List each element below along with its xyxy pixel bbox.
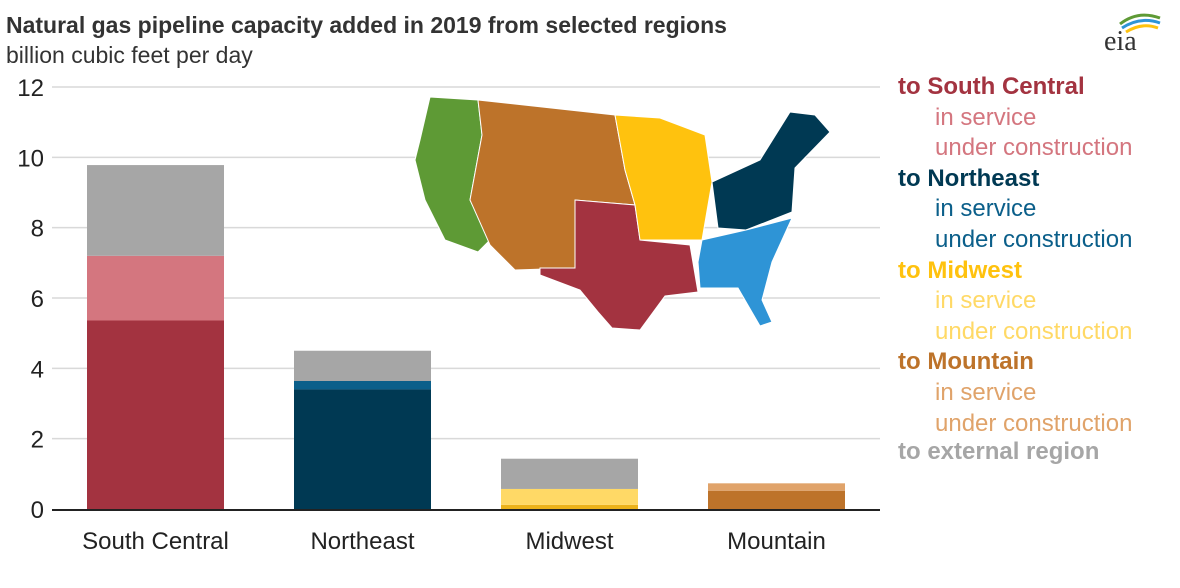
legend-item: under construction <box>935 225 1133 253</box>
y-tick-label: 2 <box>31 427 44 454</box>
bar-south-central-under-construction <box>87 255 224 321</box>
svg-text:eia: eia <box>1104 26 1137 55</box>
chart-subtitle: billion cubic feet per day <box>6 42 253 68</box>
bar-south-central-to-external-region <box>87 165 224 256</box>
legend-header: to Northeast <box>898 164 1040 192</box>
x-tick-label: Midwest <box>525 528 613 555</box>
legend-header: to South Central <box>898 73 1085 100</box>
y-tick-label: 6 <box>31 286 44 313</box>
bar-south-central-in-service <box>87 320 224 509</box>
x-tick-label: South Central <box>82 528 229 555</box>
legend-item: under construction <box>935 134 1133 162</box>
bar-midwest-in-service <box>501 504 638 509</box>
y-tick-label: 10 <box>17 145 44 172</box>
legend-header: to Midwest <box>898 256 1022 284</box>
bar-midwest-under-construction <box>501 488 638 505</box>
legend-item: in service <box>935 195 1037 223</box>
map-region-south-central <box>539 199 699 331</box>
map-region-southeast <box>697 217 793 327</box>
chart-title: Natural gas pipeline capacity added in 2… <box>6 12 727 38</box>
legend-item: in service <box>935 103 1037 131</box>
legend-header: to external region <box>898 438 1100 466</box>
bar-northeast-to-external-region <box>294 350 431 381</box>
y-tick-label: 4 <box>31 356 44 383</box>
y-tick-label: 0 <box>31 497 44 524</box>
legend-header: to Mountain <box>898 348 1034 376</box>
y-tick-label: 8 <box>31 216 44 243</box>
y-tick-label: 12 <box>17 75 44 102</box>
legend-item: in service <box>935 287 1037 315</box>
legend-item: in service <box>935 378 1037 406</box>
bar-northeast-under-construction <box>294 380 431 390</box>
map-region-northeast <box>711 111 831 231</box>
x-tick-label: Mountain <box>727 528 826 555</box>
bar-mountain-under-construction <box>708 483 845 491</box>
legend-item: under construction <box>935 409 1133 437</box>
x-tick-label: Northeast <box>310 528 414 555</box>
bar-northeast-in-service <box>294 389 431 509</box>
bar-mountain-in-service <box>708 490 845 509</box>
legend: to South Central in service under construc… <box>898 72 1132 468</box>
eia-logo: eia <box>1104 13 1161 55</box>
bar-midwest-to-external-region <box>501 458 638 489</box>
legend-item: under construction <box>935 317 1133 345</box>
us-region-map <box>414 96 831 331</box>
